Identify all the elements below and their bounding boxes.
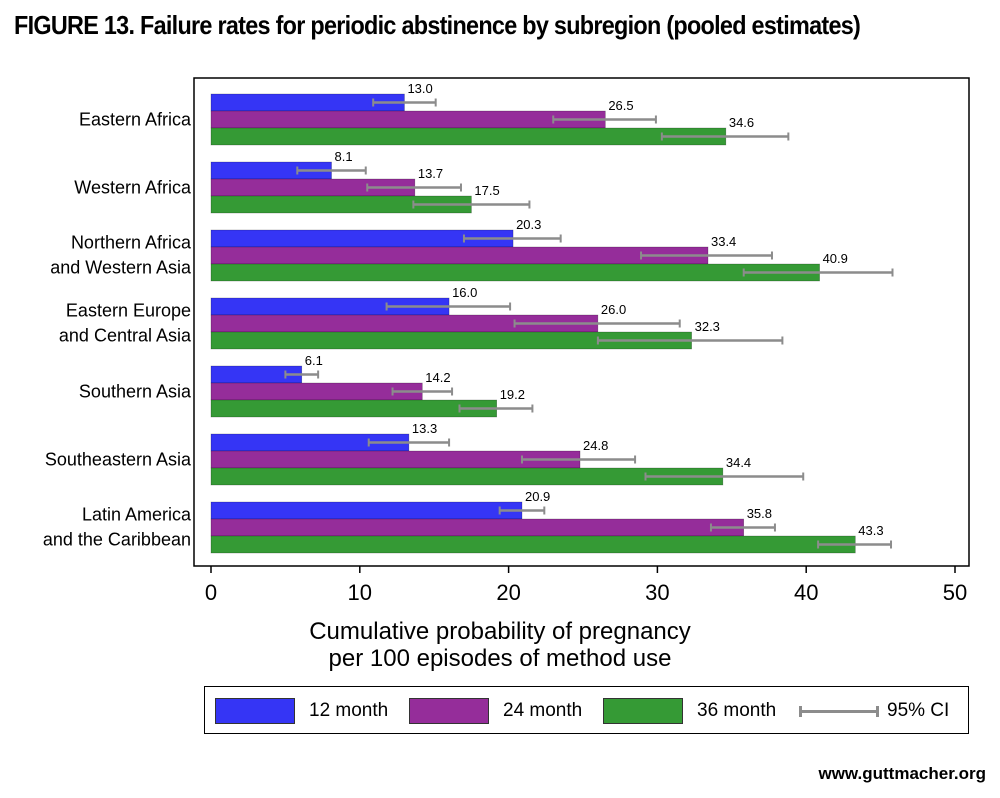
ci-24-month-5 [520,455,637,464]
ci-12-month-2 [462,234,562,243]
value-label-36-month-4: 19.2 [500,387,525,402]
value-label-24-month-6: 35.8 [747,506,772,521]
x-axis-label-line1: Cumulative probability of pregnancy [309,618,691,645]
ci-12-month-0 [372,98,437,107]
category-label-3-1: and Central Asia [59,326,192,346]
value-label-36-month-3: 32.3 [695,319,720,334]
value-label-24-month-3: 26.0 [601,302,626,317]
ci-24-month-6 [709,523,776,532]
value-label-36-month-0: 34.6 [729,115,754,130]
legend-label-24-month: 24 month [503,700,583,721]
x-axis-label-line2: per 100 episodes of method use [328,645,672,672]
value-label-36-month-6: 43.3 [858,523,883,538]
legend-label-ci: 95% CI [887,700,950,721]
x-tick-label-4: 40 [794,580,818,605]
ci-36-month-4 [458,404,534,413]
bar-24-month-6 [210,518,745,537]
ci-layer [284,98,894,549]
category-label-5-0: Southeastern Asia [45,450,192,470]
ci-24-month-1 [366,183,462,192]
x-axis: 0 10 20 30 40 50 [205,566,967,605]
legend-label-12-month: 12 month [309,700,389,721]
x-tick-label-2: 20 [496,580,520,605]
value-label-24-month-1: 13.7 [418,166,443,181]
ci-12-month-5 [367,438,451,447]
value-label-24-month-2: 33.4 [711,234,736,249]
bar-24-month-0 [210,110,606,129]
x-tick-label-5: 50 [943,580,967,605]
value-label-12-month-5: 13.3 [412,421,437,436]
value-label-12-month-4: 6.1 [305,353,323,368]
ci-24-month-4 [391,387,454,396]
ci-36-month-3 [596,336,784,345]
ci-12-month-1 [296,166,367,175]
category-label-0-0: Eastern Africa [79,110,192,130]
value-label-12-month-0: 13.0 [407,81,432,96]
value-label-12-month-3: 16.0 [452,285,477,300]
ci-24-month-0 [552,115,657,124]
chart-title: FIGURE 13. Failure rates for periodic ab… [14,10,861,40]
legend-ci-line [799,706,879,717]
value-label-24-month-4: 14.2 [425,370,450,385]
ci-12-month-4 [284,370,320,379]
category-label-3-0: Eastern Europe [66,301,191,321]
category-label-2-0: Northern Africa [71,233,192,253]
legend-swatch-12-month [215,698,295,724]
ci-36-month-6 [817,540,893,549]
ci-36-month-2 [742,268,894,277]
value-label-24-month-0: 26.5 [608,98,633,113]
bar-36-month-6 [210,535,856,554]
ci-36-month-5 [644,472,805,481]
value-labels-layer: 13.0 26.5 34.6 8.1 13.7 17.5 20.3 33.4 40.9 16.0 2… [305,81,884,538]
value-label-36-month-1: 17.5 [474,183,499,198]
ci-12-month-6 [498,506,546,515]
category-label-1-0: Western Africa [74,178,192,198]
ci-24-month-3 [513,319,681,328]
x-tick-label-0: 0 [205,580,217,605]
value-label-24-month-5: 24.8 [583,438,608,453]
value-label-12-month-1: 8.1 [335,149,353,164]
category-label-4-0: Southern Asia [79,382,192,402]
bar-36-month-4 [210,399,497,418]
category-label-6-1: and the Caribbean [43,530,191,550]
bars-layer [210,93,856,554]
bar-36-month-0 [210,127,727,146]
legend-swatch-36-month [603,698,683,724]
source-url: www.guttmacher.org [818,764,986,783]
bar-12-month-6 [210,501,523,520]
value-label-36-month-2: 40.9 [823,251,848,266]
x-tick-label-3: 30 [645,580,669,605]
category-label-2-1: and Western Asia [50,258,192,278]
value-label-12-month-6: 20.9 [525,489,550,504]
bar-36-month-2 [210,263,820,282]
ci-36-month-0 [660,132,790,141]
x-tick-label-1: 10 [348,580,372,605]
category-labels-layer: Eastern Africa Western Africa Northern Afr… [43,110,192,550]
ci-12-month-3 [385,302,512,311]
ci-24-month-2 [640,251,773,260]
category-label-6-0: Latin America [82,505,192,525]
bar-24-month-2 [210,246,709,265]
legend: 12 month 24 month 36 month 95% CI [204,686,969,734]
ci-36-month-1 [412,200,531,209]
value-label-12-month-2: 20.3 [516,217,541,232]
legend-swatch-24-month [409,698,489,724]
bar-24-month-4 [210,382,423,401]
legend-label-36-month: 36 month [697,700,777,721]
value-label-36-month-5: 34.4 [726,455,751,470]
plot-frame [193,77,970,567]
